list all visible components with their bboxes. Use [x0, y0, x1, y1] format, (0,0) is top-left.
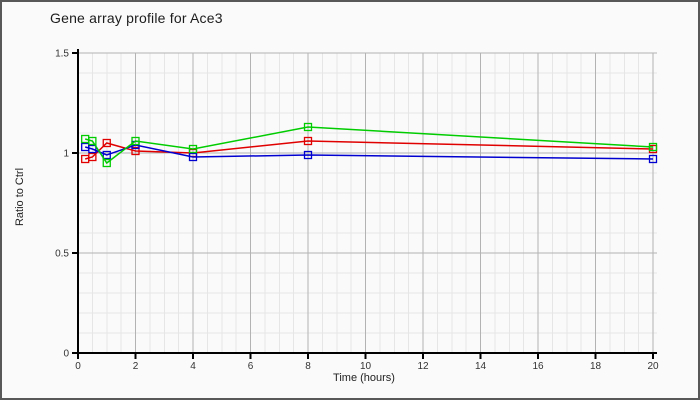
- x-tick-label: 6: [248, 361, 254, 372]
- x-tick-label: 16: [532, 361, 544, 372]
- data-point-marker-green-series: [648, 142, 658, 152]
- series-line-red-series: [84, 140, 654, 160]
- data-point-marker-green-series: [303, 122, 313, 132]
- x-tick-label: 2: [133, 361, 139, 372]
- x-tick-label: 18: [590, 361, 602, 372]
- data-point-marker-blue-series: [188, 152, 198, 162]
- data-point-marker-green-series: [102, 158, 111, 168]
- x-tick-label: 10: [360, 361, 372, 372]
- data-point-marker-red-series: [88, 152, 97, 162]
- y-tick-label: 0.5: [55, 249, 69, 260]
- data-point-marker-red-series: [131, 146, 140, 156]
- data-point-marker-green-series: [88, 136, 97, 146]
- y-axis-label: Ratio to Ctrl: [14, 167, 26, 227]
- chart-title: Gene array profile for Ace3: [50, 10, 223, 26]
- y-tick-label: 0: [63, 349, 69, 360]
- data-point-marker-blue-series: [303, 150, 313, 160]
- data-point-marker-green-series: [131, 136, 140, 146]
- x-axis-label: Time (hours): [333, 372, 395, 384]
- data-point-marker-blue-series: [648, 154, 658, 164]
- x-tick-label: 12: [417, 361, 429, 372]
- data-point-marker-green-series: [188, 144, 198, 154]
- x-tick-label: 4: [190, 361, 196, 372]
- data-point-marker-blue-series: [102, 150, 111, 160]
- x-tick-label: 14: [475, 361, 487, 372]
- x-tick-label: 0: [75, 361, 81, 372]
- y-tick-label: 1: [63, 149, 69, 160]
- data-point-marker-red-series: [303, 136, 313, 146]
- x-tick-label: 8: [305, 361, 311, 372]
- data-point-marker-red-series: [102, 138, 111, 148]
- x-tick-label: 20: [647, 361, 659, 372]
- data-point-marker-blue-series: [88, 144, 97, 154]
- y-tick-label: 1.5: [55, 49, 69, 60]
- series-line-green-series: [84, 126, 654, 165]
